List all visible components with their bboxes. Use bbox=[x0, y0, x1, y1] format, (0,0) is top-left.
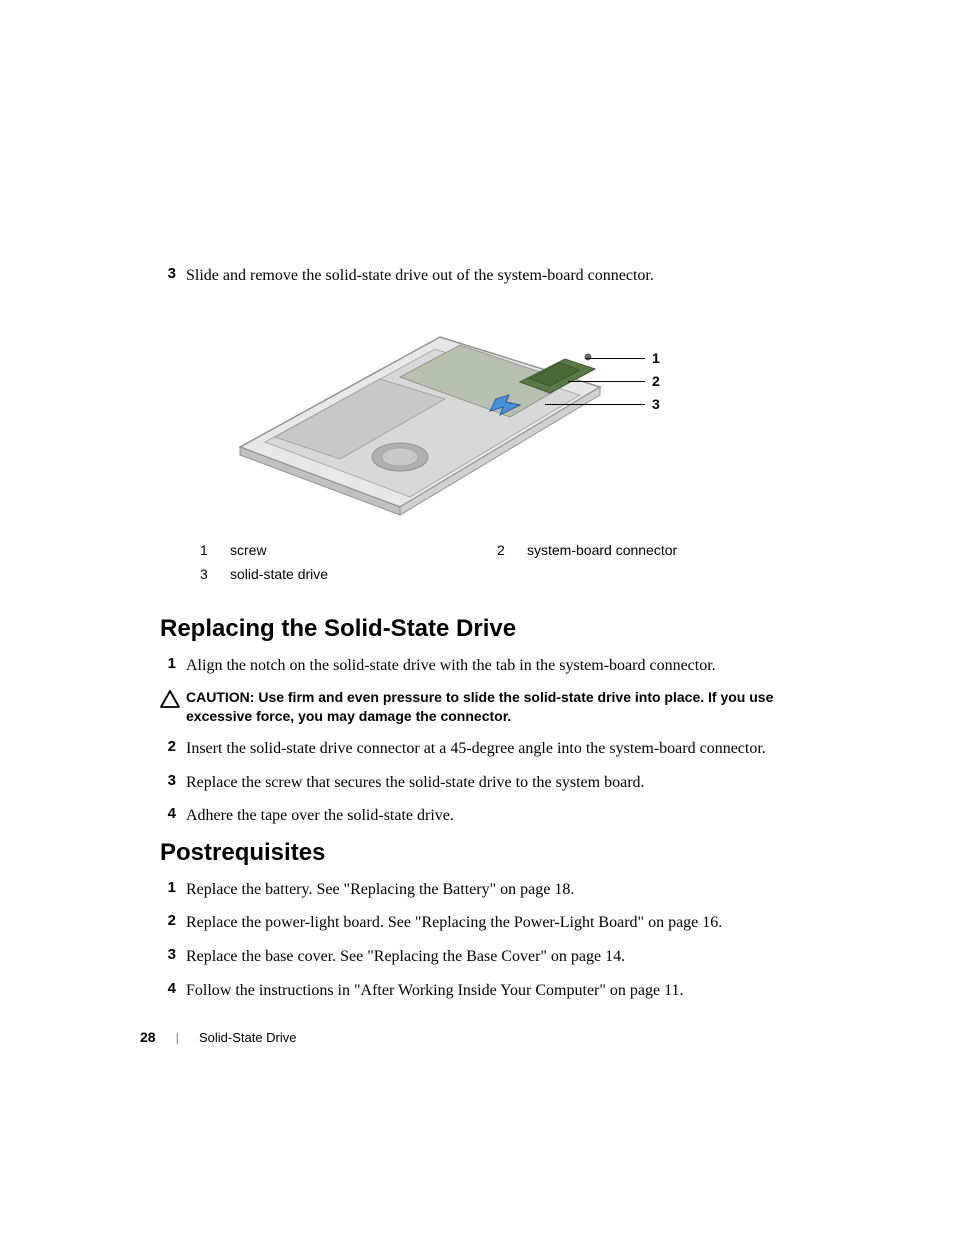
step-item: 2 Insert the solid-state drive connector… bbox=[160, 738, 794, 760]
step-text: Slide and remove the solid-state drive o… bbox=[186, 265, 794, 287]
caution-body: Use firm and even pressure to slide the … bbox=[186, 689, 773, 724]
step-number: 3 bbox=[160, 946, 186, 968]
section-heading-postrequisites: Postrequisites bbox=[160, 839, 794, 867]
laptop-svg bbox=[200, 307, 640, 527]
figure-diagram: 1 2 3 bbox=[200, 307, 794, 527]
step-number: 2 bbox=[160, 738, 186, 760]
legend-item: 1 screw bbox=[200, 542, 497, 558]
step-item: 1 Align the notch on the solid-state dri… bbox=[160, 655, 794, 677]
caution-text: CAUTION: Use firm and even pressure to s… bbox=[186, 688, 794, 726]
section-heading-replacing: Replacing the Solid-State Drive bbox=[160, 615, 794, 643]
callout-line-1 bbox=[585, 358, 645, 359]
callout-2: 2 bbox=[652, 373, 660, 389]
step-number: 1 bbox=[160, 655, 186, 677]
step-number: 1 bbox=[160, 879, 186, 901]
callout-1: 1 bbox=[652, 350, 660, 366]
step-text: Insert the solid-state drive connector a… bbox=[186, 738, 794, 760]
legend-item: 3 solid-state drive bbox=[200, 566, 497, 582]
step-number: 3 bbox=[160, 772, 186, 794]
legend-label: system-board connector bbox=[527, 542, 794, 558]
legend-num: 3 bbox=[200, 566, 230, 582]
footer-section-name: Solid-State Drive bbox=[199, 1030, 297, 1045]
step-number: 4 bbox=[160, 805, 186, 827]
caution-block: CAUTION: Use firm and even pressure to s… bbox=[160, 688, 794, 726]
legend-num: 2 bbox=[497, 542, 527, 558]
callout-line-3 bbox=[545, 404, 645, 405]
step-item: 4 Adhere the tape over the solid-state d… bbox=[160, 805, 794, 827]
caution-icon bbox=[160, 688, 186, 713]
step-text: Replace the battery. See "Replacing the … bbox=[186, 879, 794, 901]
step-item: 2 Replace the power-light board. See "Re… bbox=[160, 912, 794, 934]
legend-item: 2 system-board connector bbox=[497, 542, 794, 558]
step-number: 3 bbox=[160, 265, 186, 287]
step-text: Align the notch on the solid-state drive… bbox=[186, 655, 794, 677]
legend-num: 1 bbox=[200, 542, 230, 558]
legend-label: solid-state drive bbox=[230, 566, 497, 582]
caution-label: CAUTION: bbox=[186, 689, 254, 705]
legend-label: screw bbox=[230, 542, 497, 558]
step-item: 1 Replace the battery. See "Replacing th… bbox=[160, 879, 794, 901]
step-number: 4 bbox=[160, 980, 186, 1002]
callout-3: 3 bbox=[652, 396, 660, 412]
intro-step: 3 Slide and remove the solid-state drive… bbox=[160, 265, 794, 287]
footer-page-number: 28 bbox=[140, 1029, 156, 1045]
step-item: 3 Replace the base cover. See "Replacing… bbox=[160, 946, 794, 968]
step-item: 3 Replace the screw that secures the sol… bbox=[160, 772, 794, 794]
step-text: Replace the screw that secures the solid… bbox=[186, 772, 794, 794]
figure-legend: 1 screw 2 system-board connector 3 solid… bbox=[200, 542, 794, 590]
step-text: Replace the base cover. See "Replacing t… bbox=[186, 946, 794, 968]
step-text: Adhere the tape over the solid-state dri… bbox=[186, 805, 794, 827]
footer-divider: | bbox=[176, 1030, 179, 1045]
step-item: 4 Follow the instructions in "After Work… bbox=[160, 980, 794, 1002]
page-footer: 28 | Solid-State Drive bbox=[140, 1029, 297, 1045]
step-text: Replace the power-light board. See "Repl… bbox=[186, 912, 794, 934]
step-text: Follow the instructions in "After Workin… bbox=[186, 980, 794, 1002]
callout-line-2 bbox=[568, 381, 645, 382]
step-number: 2 bbox=[160, 912, 186, 934]
